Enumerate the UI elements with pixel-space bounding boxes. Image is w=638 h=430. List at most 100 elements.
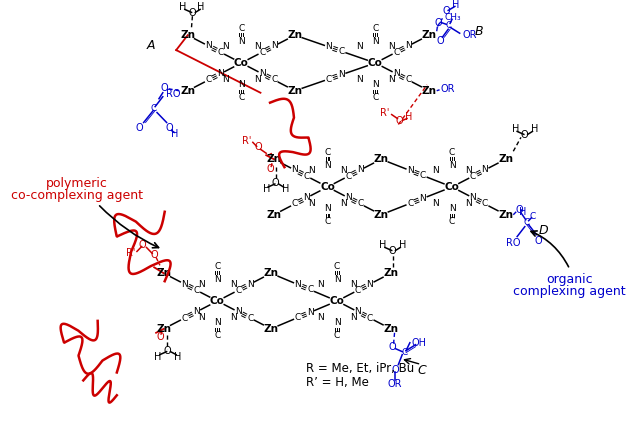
Text: C: C [367, 313, 373, 322]
Text: Zn: Zn [383, 268, 398, 278]
Text: H: H [512, 124, 519, 135]
Text: CH₃: CH₃ [445, 13, 461, 22]
Text: O: O [161, 83, 168, 93]
Text: N: N [214, 275, 221, 284]
Text: N: N [345, 193, 352, 202]
Text: O: O [156, 332, 164, 342]
Text: Zn: Zn [288, 30, 302, 40]
Text: C: C [238, 93, 244, 102]
Text: Zn: Zn [288, 86, 302, 96]
Text: N: N [198, 280, 204, 289]
Text: C: C [401, 348, 407, 357]
Text: Zn: Zn [383, 324, 398, 334]
Text: N: N [356, 42, 362, 51]
Text: H: H [519, 207, 526, 217]
Text: N: N [334, 275, 341, 284]
Text: N: N [235, 307, 242, 316]
Text: C: C [405, 76, 412, 84]
Text: C: C [345, 172, 352, 181]
Text: O: O [389, 246, 396, 256]
Text: N: N [350, 280, 357, 289]
Text: O: O [392, 366, 399, 375]
Text: N: N [372, 80, 379, 89]
Text: C: C [482, 200, 488, 209]
Text: polymeric: polymeric [46, 178, 108, 190]
Text: N: N [254, 75, 261, 84]
Text: C: C [324, 148, 330, 157]
Text: N: N [318, 280, 324, 289]
Text: Zn: Zn [422, 86, 436, 96]
Text: O: O [436, 36, 444, 46]
Text: N: N [482, 166, 488, 175]
Text: C: C [304, 172, 310, 181]
Text: C: C [324, 217, 330, 226]
Text: OR: OR [463, 30, 477, 40]
Text: N: N [356, 75, 362, 84]
Text: Zn: Zn [374, 210, 389, 220]
Text: O: O [189, 8, 197, 18]
Text: H: H [262, 184, 270, 194]
Text: N: N [292, 166, 298, 175]
Text: C: C [355, 286, 361, 295]
Text: N: N [214, 318, 221, 327]
Text: H: H [405, 111, 413, 122]
Text: N: N [341, 200, 347, 208]
Text: H: H [174, 352, 182, 362]
Text: N: N [198, 313, 204, 322]
Text: N: N [308, 166, 315, 175]
Text: H: H [399, 240, 406, 251]
Text: C: C [373, 24, 378, 33]
Text: O: O [266, 164, 274, 174]
Text: N: N [334, 318, 341, 327]
Text: N: N [238, 37, 245, 46]
Text: N: N [324, 161, 331, 170]
Text: O: O [136, 123, 144, 133]
Text: C: C [238, 24, 244, 33]
Text: O: O [434, 18, 442, 28]
Text: N: N [372, 37, 379, 46]
Text: C: C [214, 262, 221, 271]
Text: H: H [531, 124, 538, 135]
Text: Zn: Zn [156, 268, 171, 278]
Text: co-complexing agent: co-complexing agent [11, 189, 143, 203]
Text: N: N [221, 42, 228, 51]
Text: C: C [449, 148, 455, 157]
Text: C: C [334, 331, 340, 340]
Text: C: C [420, 171, 426, 180]
Text: organic: organic [547, 273, 593, 286]
Text: C: C [205, 76, 212, 84]
Text: H: H [170, 129, 178, 139]
Text: C: C [334, 262, 340, 271]
Text: C: C [247, 313, 253, 322]
Text: N: N [419, 194, 426, 203]
Text: C: C [259, 48, 265, 57]
Text: H: H [380, 240, 387, 251]
Text: Co: Co [320, 182, 335, 192]
Text: N: N [389, 75, 395, 84]
Text: O: O [139, 240, 147, 251]
Text: O: O [255, 142, 262, 152]
Text: N: N [405, 41, 412, 50]
Text: O: O [151, 250, 158, 261]
Text: C: C [445, 21, 451, 30]
Text: O: O [516, 205, 523, 215]
Text: C: C [235, 286, 241, 295]
Text: N: N [259, 69, 265, 78]
Text: C: C [524, 218, 530, 227]
Text: N: N [470, 193, 476, 202]
Text: Co: Co [330, 296, 345, 306]
Text: N: N [318, 313, 324, 322]
Text: C: C [292, 200, 298, 209]
Text: N: N [205, 41, 212, 50]
Text: C: C [325, 74, 332, 83]
Text: N: N [341, 166, 347, 175]
Text: N: N [407, 166, 413, 175]
Text: C: C [449, 217, 455, 226]
Text: N: N [230, 280, 237, 289]
Text: N: N [230, 313, 237, 322]
Text: Zn: Zn [263, 324, 279, 334]
Text: N: N [247, 280, 253, 289]
Text: RO: RO [506, 237, 521, 248]
Text: N: N [181, 280, 188, 289]
Text: Zn: Zn [422, 30, 436, 40]
